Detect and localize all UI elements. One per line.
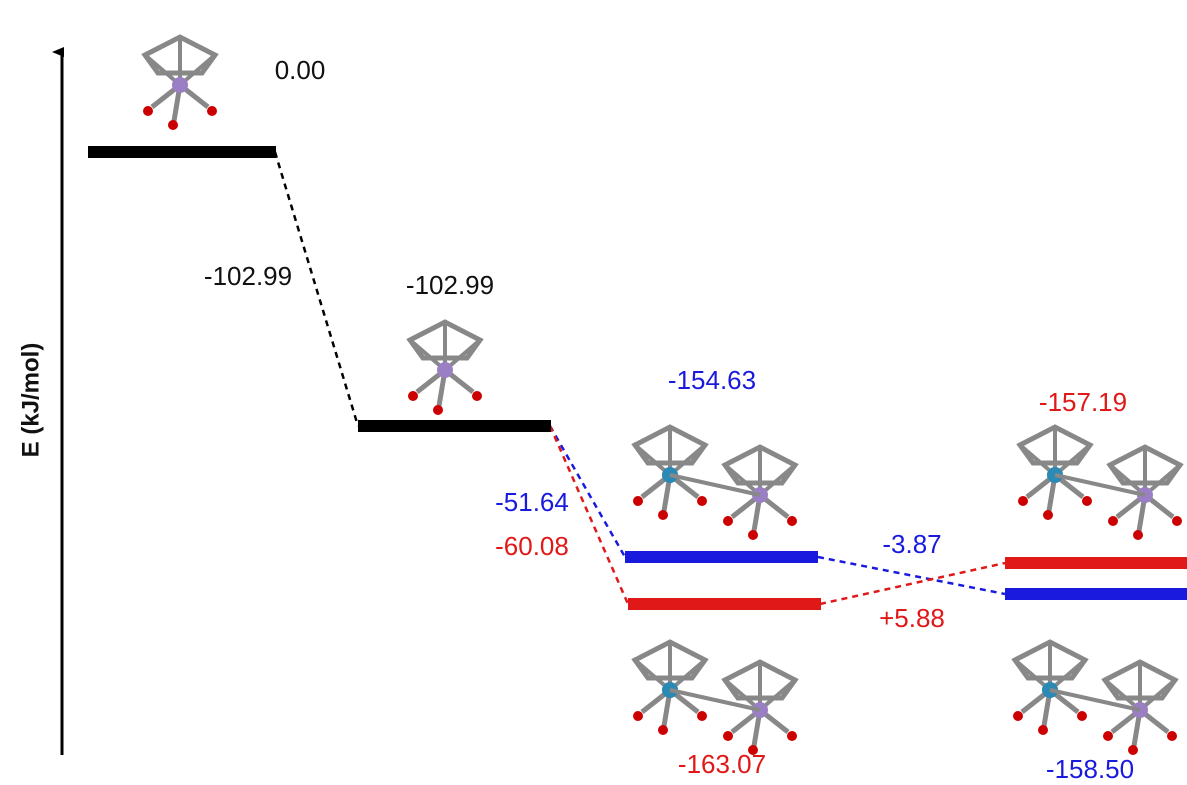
level: [628, 598, 821, 610]
step-label: -3.87: [882, 529, 941, 559]
step-label: -51.64: [495, 487, 569, 517]
energy-diagram: E (kJ/mol) 0.00 -102.99 -154.63 -163.07 …: [0, 0, 1187, 785]
levels: [88, 146, 1187, 610]
level: [358, 420, 551, 432]
molecules: [143, 37, 1182, 755]
connector: [820, 563, 1005, 604]
connector: [818, 557, 1005, 594]
molecule: [143, 37, 217, 130]
level-label: -154.63: [668, 365, 756, 395]
molecule: [1013, 642, 1177, 755]
level: [1005, 588, 1187, 600]
level-label: -163.07: [678, 749, 766, 779]
level: [88, 146, 276, 158]
molecule: [1018, 427, 1182, 540]
molecule: [633, 427, 797, 540]
level: [1005, 557, 1187, 569]
level-label: -158.50: [1046, 754, 1134, 784]
molecule: [408, 322, 482, 415]
step-label: -102.99: [204, 261, 292, 291]
level-label: -102.99: [406, 270, 494, 300]
step-label: +5.88: [879, 603, 945, 633]
step-label: -60.08: [495, 531, 569, 561]
axis-label: E (kJ/mol): [17, 343, 44, 458]
level-label: 0.00: [275, 55, 326, 85]
level: [625, 551, 818, 563]
molecule: [633, 642, 797, 755]
level-label: -157.19: [1039, 387, 1127, 417]
